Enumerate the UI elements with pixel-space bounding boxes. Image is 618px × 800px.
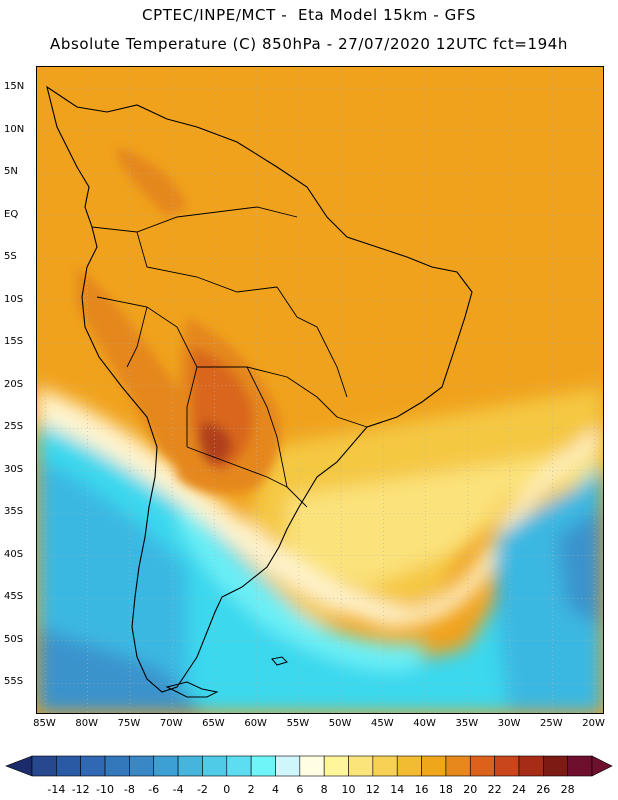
lat-tick-label: 45S: [4, 591, 24, 603]
lon-tick-label: 65W: [202, 718, 225, 729]
tierra-del-fuego: [165, 681, 219, 698]
colorbar-swatch: [80, 755, 106, 777]
lon-tick-label: 60W: [244, 718, 267, 729]
colorbar-label: 24: [511, 783, 526, 796]
colorbar-swatch: [129, 755, 155, 777]
lat-tick-label: 10N: [4, 123, 25, 135]
colorbar-label: 18: [438, 783, 453, 796]
lat-tick-label: 10S: [4, 293, 24, 305]
colorbar-label: 22: [487, 783, 502, 796]
lat-tick-label: 5S: [4, 251, 17, 263]
title-line-2: Absolute Temperature (C) 850hPa - 27/07/…: [49, 35, 569, 53]
lat-tick-label: 20S: [4, 378, 24, 390]
lon-tick-label: 85W: [33, 718, 56, 729]
colorbar-swatch: [567, 755, 593, 777]
colorbar-swatch: [275, 755, 301, 777]
colorbar-label: 6: [296, 783, 304, 796]
country-borders: [91, 206, 368, 508]
colorbar-label: 10: [341, 783, 356, 796]
colorbar-swatch: [323, 755, 349, 777]
colorbar-label: 4: [271, 783, 279, 796]
colorbar-swatch: [202, 755, 228, 777]
colorbar-label: 14: [390, 783, 405, 796]
colorbar-label: 16: [414, 783, 429, 796]
colorbar-label: -8: [123, 783, 135, 796]
colorbar-swatch: [348, 755, 374, 777]
falklands: [271, 656, 288, 666]
colorbar-swatch: [299, 755, 325, 777]
colorbar-label: -10: [96, 783, 115, 796]
colorbar-swatch: [518, 755, 544, 777]
lon-tick-label: 35W: [455, 718, 479, 729]
lon-tick-label: 25W: [540, 718, 563, 729]
lat-tick-label: 40S: [4, 548, 24, 560]
deep-cold-east: [557, 507, 603, 627]
colorbar-label: 0: [223, 783, 231, 796]
colorbar-swatch: [445, 755, 471, 777]
title-line-1: CPTEC/INPE/MCT - Eta Model 15km - GFS: [142, 6, 476, 24]
colorbar-swatch: [543, 755, 568, 777]
lon-tick-label: 75W: [117, 718, 141, 729]
lat-tick-label: 5N: [4, 166, 18, 178]
colorbar-label: 28: [560, 783, 575, 796]
lat-tick-label: 50S: [4, 633, 24, 645]
colorbar: [0, 750, 618, 800]
light-yellow-band: [287, 447, 603, 587]
lon-tick-label: 45W: [371, 718, 394, 729]
colorbar-arrow-left: [5, 755, 33, 777]
lat-tick-label: 35S: [4, 506, 24, 518]
lon-tick-label: 55W: [286, 718, 310, 729]
colorbar-label: -6: [148, 783, 160, 796]
lat-tick-label: 25S: [4, 421, 24, 433]
colorbar-label: -14: [47, 783, 66, 796]
lon-tick-label: 30W: [497, 718, 521, 729]
colorbar-label: -4: [172, 783, 184, 796]
lon-tick-label: 50W: [328, 718, 352, 729]
colorbar-label: 20: [463, 783, 478, 796]
colorbar-label: 12: [365, 783, 380, 796]
colorbar-swatch: [177, 755, 203, 777]
colorbar-swatch: [421, 755, 447, 777]
lon-tick-label: 80W: [75, 718, 98, 729]
lat-tick-label: EQ: [4, 208, 19, 220]
colorbar-label: -12: [71, 783, 90, 796]
lat-tick-label: 15S: [4, 336, 24, 348]
hot-region-andes: [77, 267, 196, 477]
lon-tick-label: 40W: [413, 718, 436, 729]
colorbar-swatch: [469, 755, 495, 777]
colorbar-swatch: [104, 755, 130, 777]
colorbar-swatch: [56, 755, 81, 777]
colorbar-swatch: [226, 755, 252, 777]
lon-tick-label: 70W: [159, 718, 183, 729]
light-cyan-front: [177, 507, 427, 670]
lat-tick-label: 15N: [4, 81, 25, 93]
colorbar-swatch: [494, 755, 520, 777]
colorbar-swatch: [372, 755, 398, 777]
colorbar-swatch: [250, 755, 276, 777]
colorbar-label: 26: [536, 783, 551, 796]
colorbar-swatch: [31, 755, 57, 777]
colorbar-label: 8: [320, 783, 328, 796]
colorbar-swatch: [396, 755, 422, 777]
hot-region-north: [117, 147, 187, 217]
lat-tick-label: 55S: [4, 676, 24, 688]
hottest-core: [199, 422, 232, 464]
colorbar-label: -2: [196, 783, 208, 796]
lat-tick-label: 30S: [4, 463, 24, 475]
colorbar-arrow-right: [591, 755, 613, 777]
south-america-coastline: [46, 85, 473, 693]
colorbar-label: 2: [247, 783, 255, 796]
temperature-map[interactable]: [36, 66, 604, 714]
lon-tick-label: 20W: [582, 718, 605, 729]
colorbar-swatch: [153, 755, 179, 777]
pale-band: [37, 387, 603, 627]
